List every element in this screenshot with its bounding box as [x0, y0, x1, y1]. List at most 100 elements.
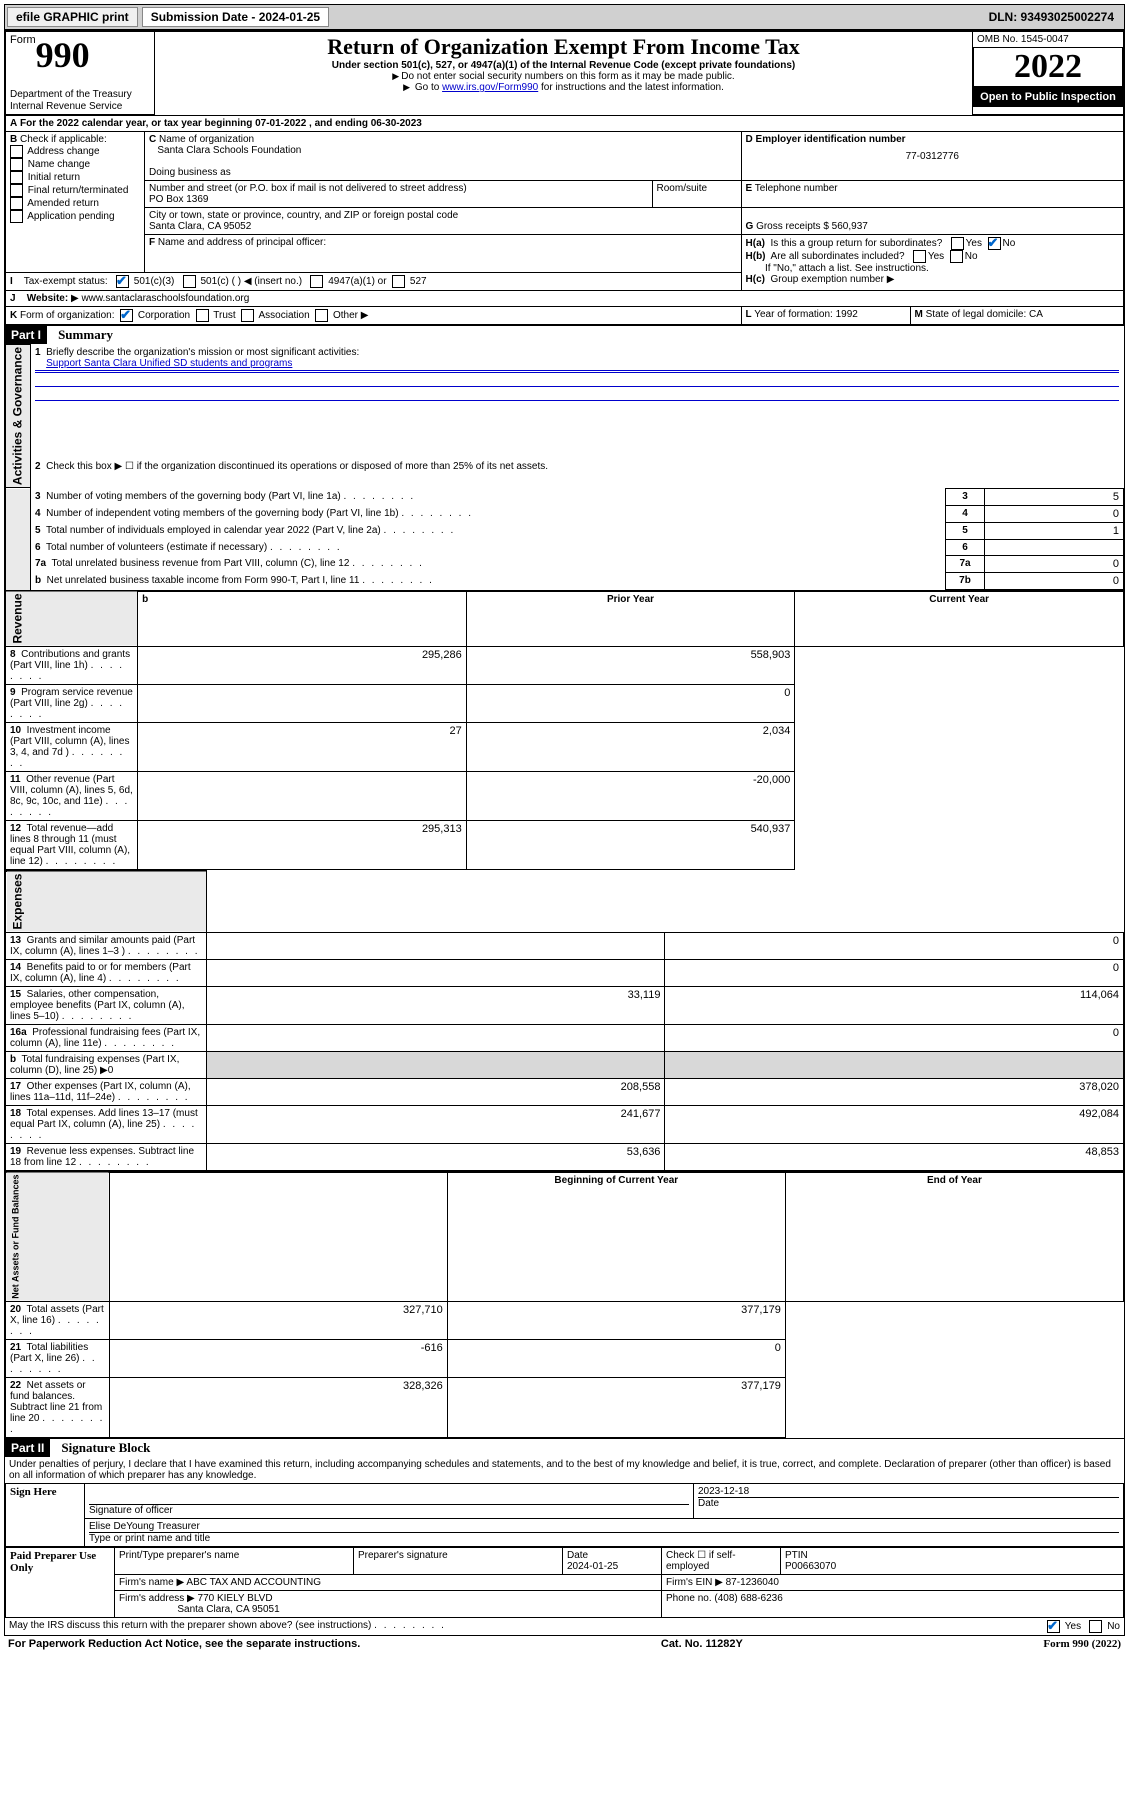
cb-4947[interactable]	[310, 275, 323, 288]
j-label: Website:	[27, 293, 69, 304]
sign-date: 2023-12-18	[698, 1486, 749, 1497]
opt-insert: (insert no.)	[254, 276, 302, 287]
form-number: 990	[36, 35, 90, 75]
part1-header: Part I	[5, 326, 47, 344]
opt-name: Name change	[28, 159, 90, 170]
irs-link[interactable]: www.irs.gov/Form990	[442, 82, 538, 93]
cb-ha-no[interactable]	[988, 237, 1001, 250]
cb-discuss-no[interactable]	[1089, 1620, 1102, 1633]
goto-post: for instructions and the latest informat…	[541, 82, 724, 93]
current-year-hdr: Current Year	[795, 591, 1124, 647]
cb-discuss-yes[interactable]	[1047, 1620, 1060, 1633]
prior-year-hdr: Prior Year	[466, 591, 795, 647]
e-label: Telephone number	[755, 183, 838, 194]
part1-title: Summary	[50, 327, 113, 342]
footer-right: Form 990 (2022)	[1043, 1638, 1121, 1650]
officer-name: Elise DeYoung Treasurer	[89, 1521, 200, 1532]
hb-no: No	[965, 251, 978, 262]
phone-label: Phone no.	[666, 1593, 712, 1604]
cb-501c3[interactable]	[116, 275, 129, 288]
discuss-text: May the IRS discuss this return with the…	[9, 1620, 371, 1631]
paid-preparer-label: Paid Preparer Use Only	[6, 1548, 115, 1618]
prep-date: 2024-01-25	[567, 1561, 618, 1572]
firm-ein-label: Firm's EIN ▶	[666, 1577, 723, 1588]
discuss-no: No	[1107, 1621, 1120, 1632]
submission-date: Submission Date - 2024-01-25	[142, 7, 329, 27]
cb-amended[interactable]	[10, 197, 23, 210]
footer-mid: Cat. No. 11282Y	[661, 1638, 743, 1650]
dln: DLN: 93493025002274	[981, 8, 1122, 26]
ein-value: 77-0312776	[746, 145, 1119, 168]
ssn-note: Do not enter social security numbers on …	[159, 71, 968, 82]
cb-final[interactable]	[10, 184, 23, 197]
m-label: State of legal domicile:	[926, 309, 1027, 320]
discuss-yes: Yes	[1065, 1621, 1081, 1632]
tax-year: 2022	[973, 47, 1123, 87]
hb-yes: Yes	[928, 251, 944, 262]
begin-year-hdr: Beginning of Current Year	[447, 1172, 785, 1302]
cb-assoc[interactable]	[241, 309, 254, 322]
g-label: Gross receipts $	[756, 221, 829, 232]
ha-yes: Yes	[966, 238, 982, 249]
opt-corp: Corporation	[138, 310, 190, 321]
omb-no: OMB No. 1545-0047	[973, 32, 1123, 47]
name-title-label: Type or print name and title	[89, 1533, 210, 1544]
header-table: Form990 Department of the Treasury Inter…	[5, 31, 1124, 115]
section-expenses: Expenses	[6, 871, 207, 933]
website-val: www.santaclaraschoolsfoundation.org	[81, 293, 249, 304]
firm-ein: 87-1236040	[726, 1577, 779, 1588]
cb-527[interactable]	[392, 275, 405, 288]
k-label: Form of organization:	[20, 310, 115, 321]
opt-address: Address change	[27, 146, 99, 157]
opt-501c3: 501(c)(3)	[134, 276, 175, 287]
cb-address-change[interactable]	[10, 145, 23, 158]
efile-print-btn[interactable]: efile GRAPHIC print	[7, 7, 138, 27]
ha-no: No	[1003, 238, 1016, 249]
opt-4947: 4947(a)(1) or	[328, 276, 386, 287]
ptin-val: P00663070	[785, 1561, 836, 1572]
form-title: Return of Organization Exempt From Incom…	[159, 34, 968, 60]
cb-501c[interactable]	[183, 275, 196, 288]
cb-ha-yes[interactable]	[951, 237, 964, 250]
date-label: Date	[698, 1498, 719, 1509]
section-netassets: Net Assets or Fund Balances	[6, 1172, 110, 1302]
b-label: Check if applicable:	[20, 134, 107, 145]
sig-officer-label: Signature of officer	[89, 1505, 173, 1516]
l-label: Year of formation:	[754, 309, 833, 320]
cb-name-change[interactable]	[10, 158, 23, 171]
part2-title: Signature Block	[53, 1440, 150, 1455]
prep-sig-label: Preparer's signature	[354, 1548, 563, 1575]
cb-other[interactable]	[315, 309, 328, 322]
m-val: CA	[1029, 309, 1043, 320]
hb-label: Are all subordinates included?	[771, 251, 905, 262]
l-val: 1992	[836, 309, 858, 320]
opt-pending: Application pending	[27, 211, 114, 222]
cb-corp[interactable]	[120, 309, 133, 322]
end-year-hdr: End of Year	[785, 1172, 1123, 1302]
cb-pending[interactable]	[10, 210, 23, 223]
d-label: Employer identification number	[756, 134, 906, 145]
addr-label: Number and street (or P.O. box if mail i…	[149, 183, 467, 194]
opt-other: Other	[333, 310, 358, 321]
opt-501c: 501(c) ( )	[200, 276, 243, 287]
form-subtitle: Under section 501(c), 527, or 4947(a)(1)…	[159, 60, 968, 71]
i-label: Tax-exempt status:	[24, 276, 108, 287]
footer-left: For Paperwork Reduction Act Notice, see …	[8, 1638, 360, 1650]
firm-addr2: Santa Clara, CA 95051	[177, 1604, 279, 1615]
f-label: Name and address of principal officer:	[158, 237, 326, 248]
cb-hb-no[interactable]	[950, 250, 963, 263]
open-inspection: Open to Public Inspection	[973, 87, 1123, 107]
city-val: Santa Clara, CA 95052	[149, 221, 251, 232]
goto-pre: Go to	[415, 82, 442, 93]
line2: Check this box ▶ ☐ if the organization d…	[46, 461, 548, 472]
cb-initial[interactable]	[10, 171, 23, 184]
cb-hb-yes[interactable]	[913, 250, 926, 263]
cb-trust[interactable]	[196, 309, 209, 322]
firm-name-label: Firm's name ▶	[119, 1577, 184, 1588]
hb-note: If "No," attach a list. See instructions…	[765, 263, 929, 274]
part2-header: Part II	[5, 1439, 50, 1457]
firm-name: ABC TAX AND ACCOUNTING	[186, 1577, 321, 1588]
section-revenue: Revenue	[6, 591, 138, 647]
prep-check-label: Check ☐ if self-employed	[662, 1548, 781, 1575]
prep-date-label: Date	[567, 1550, 588, 1561]
